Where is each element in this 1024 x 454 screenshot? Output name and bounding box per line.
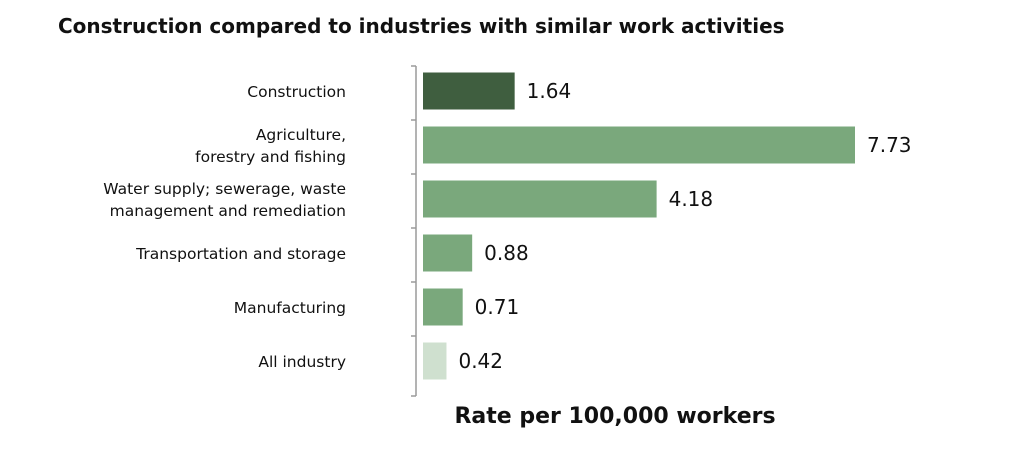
category-label-line: Manufacturing: [234, 299, 346, 317]
category-label: Transportation and storage: [135, 245, 346, 263]
chart-title: Construction compared to industries with…: [58, 14, 785, 38]
category-label: Water supply; sewerage, waste management …: [103, 180, 346, 220]
bar: [423, 72, 515, 110]
category-label-line: All industry: [258, 353, 346, 371]
category-label: All industry: [258, 353, 346, 371]
category-label: Agriculture, forestry and fishing: [195, 126, 346, 166]
bar: [423, 288, 463, 326]
category-label: Manufacturing: [234, 299, 346, 317]
category-label-line: management and remediation: [110, 202, 346, 220]
category-label: Construction: [247, 83, 346, 101]
category-label-line: Construction: [247, 83, 346, 101]
data-label: 1.64: [527, 79, 572, 103]
category-label-line: Transportation and storage: [135, 245, 346, 263]
data-label: 7.73: [867, 133, 912, 157]
bar: [423, 234, 473, 272]
bar: [423, 126, 855, 164]
bar: [423, 342, 447, 380]
category-label-line: Water supply; sewerage, waste: [103, 180, 346, 198]
x-axis-label: Rate per 100,000 workers: [454, 404, 776, 429]
category-label-line: forestry and fishing: [195, 148, 346, 166]
category-label-line: Agriculture,: [256, 126, 346, 144]
data-label: 4.18: [669, 187, 714, 211]
data-label: 0.42: [458, 349, 503, 373]
bar: [423, 180, 657, 218]
data-label: 0.71: [475, 295, 520, 319]
data-label: 0.88: [484, 241, 529, 265]
